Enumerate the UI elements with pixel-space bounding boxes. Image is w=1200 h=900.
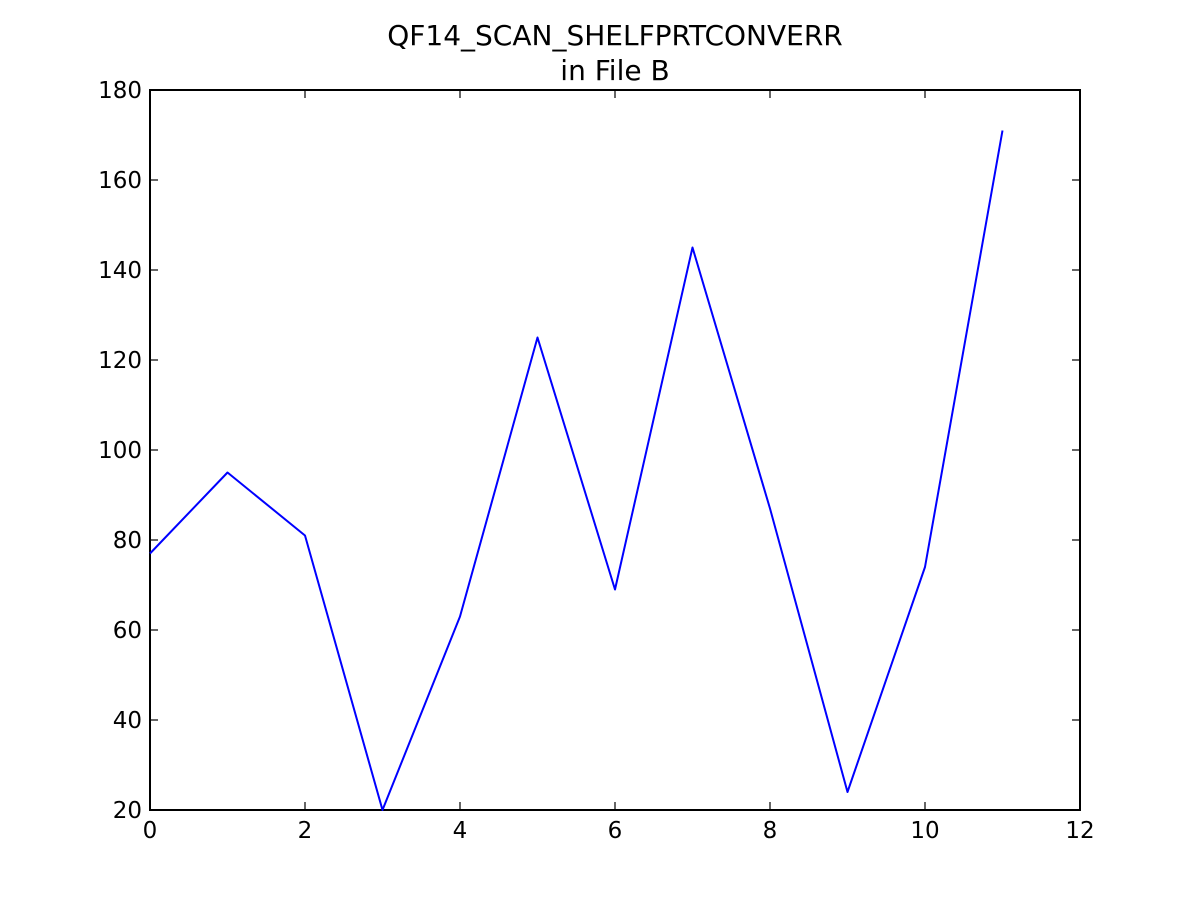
y-tick-label-8: 180: [98, 78, 142, 104]
y-tick-label-2: 60: [113, 618, 142, 644]
y-tick-label-6: 140: [98, 258, 142, 284]
x-tick-label-3: 6: [608, 818, 623, 844]
chart-subtitle: in File B: [560, 54, 669, 87]
y-tick-label-5: 120: [98, 348, 142, 374]
y-tick-label-3: 80: [113, 528, 142, 554]
data-series: [149, 130, 1004, 811]
x-tick-label-4: 8: [763, 818, 778, 844]
y-tick-label-1: 40: [113, 708, 142, 734]
series-line-0: [149, 130, 1004, 811]
y-tick-label-4: 100: [98, 438, 142, 464]
y-tick-label-7: 160: [98, 168, 142, 194]
chart-title: QF14_SCAN_SHELFPRTCONVERR: [387, 19, 842, 52]
y-tick-label-0: 20: [113, 798, 142, 824]
x-tick-label-2: 4: [453, 818, 468, 844]
x-tick-label-1: 2: [298, 818, 313, 844]
x-tick-label-0: 0: [143, 818, 158, 844]
axis-ticks: 0 2 4 6 8 10 12 20 40 60 80 100 120 140 160 180: [98, 78, 1095, 844]
x-tick-label-5: 10: [910, 818, 939, 844]
plot-area: [149, 89, 1081, 811]
x-tick-label-6: 12: [1065, 818, 1094, 844]
